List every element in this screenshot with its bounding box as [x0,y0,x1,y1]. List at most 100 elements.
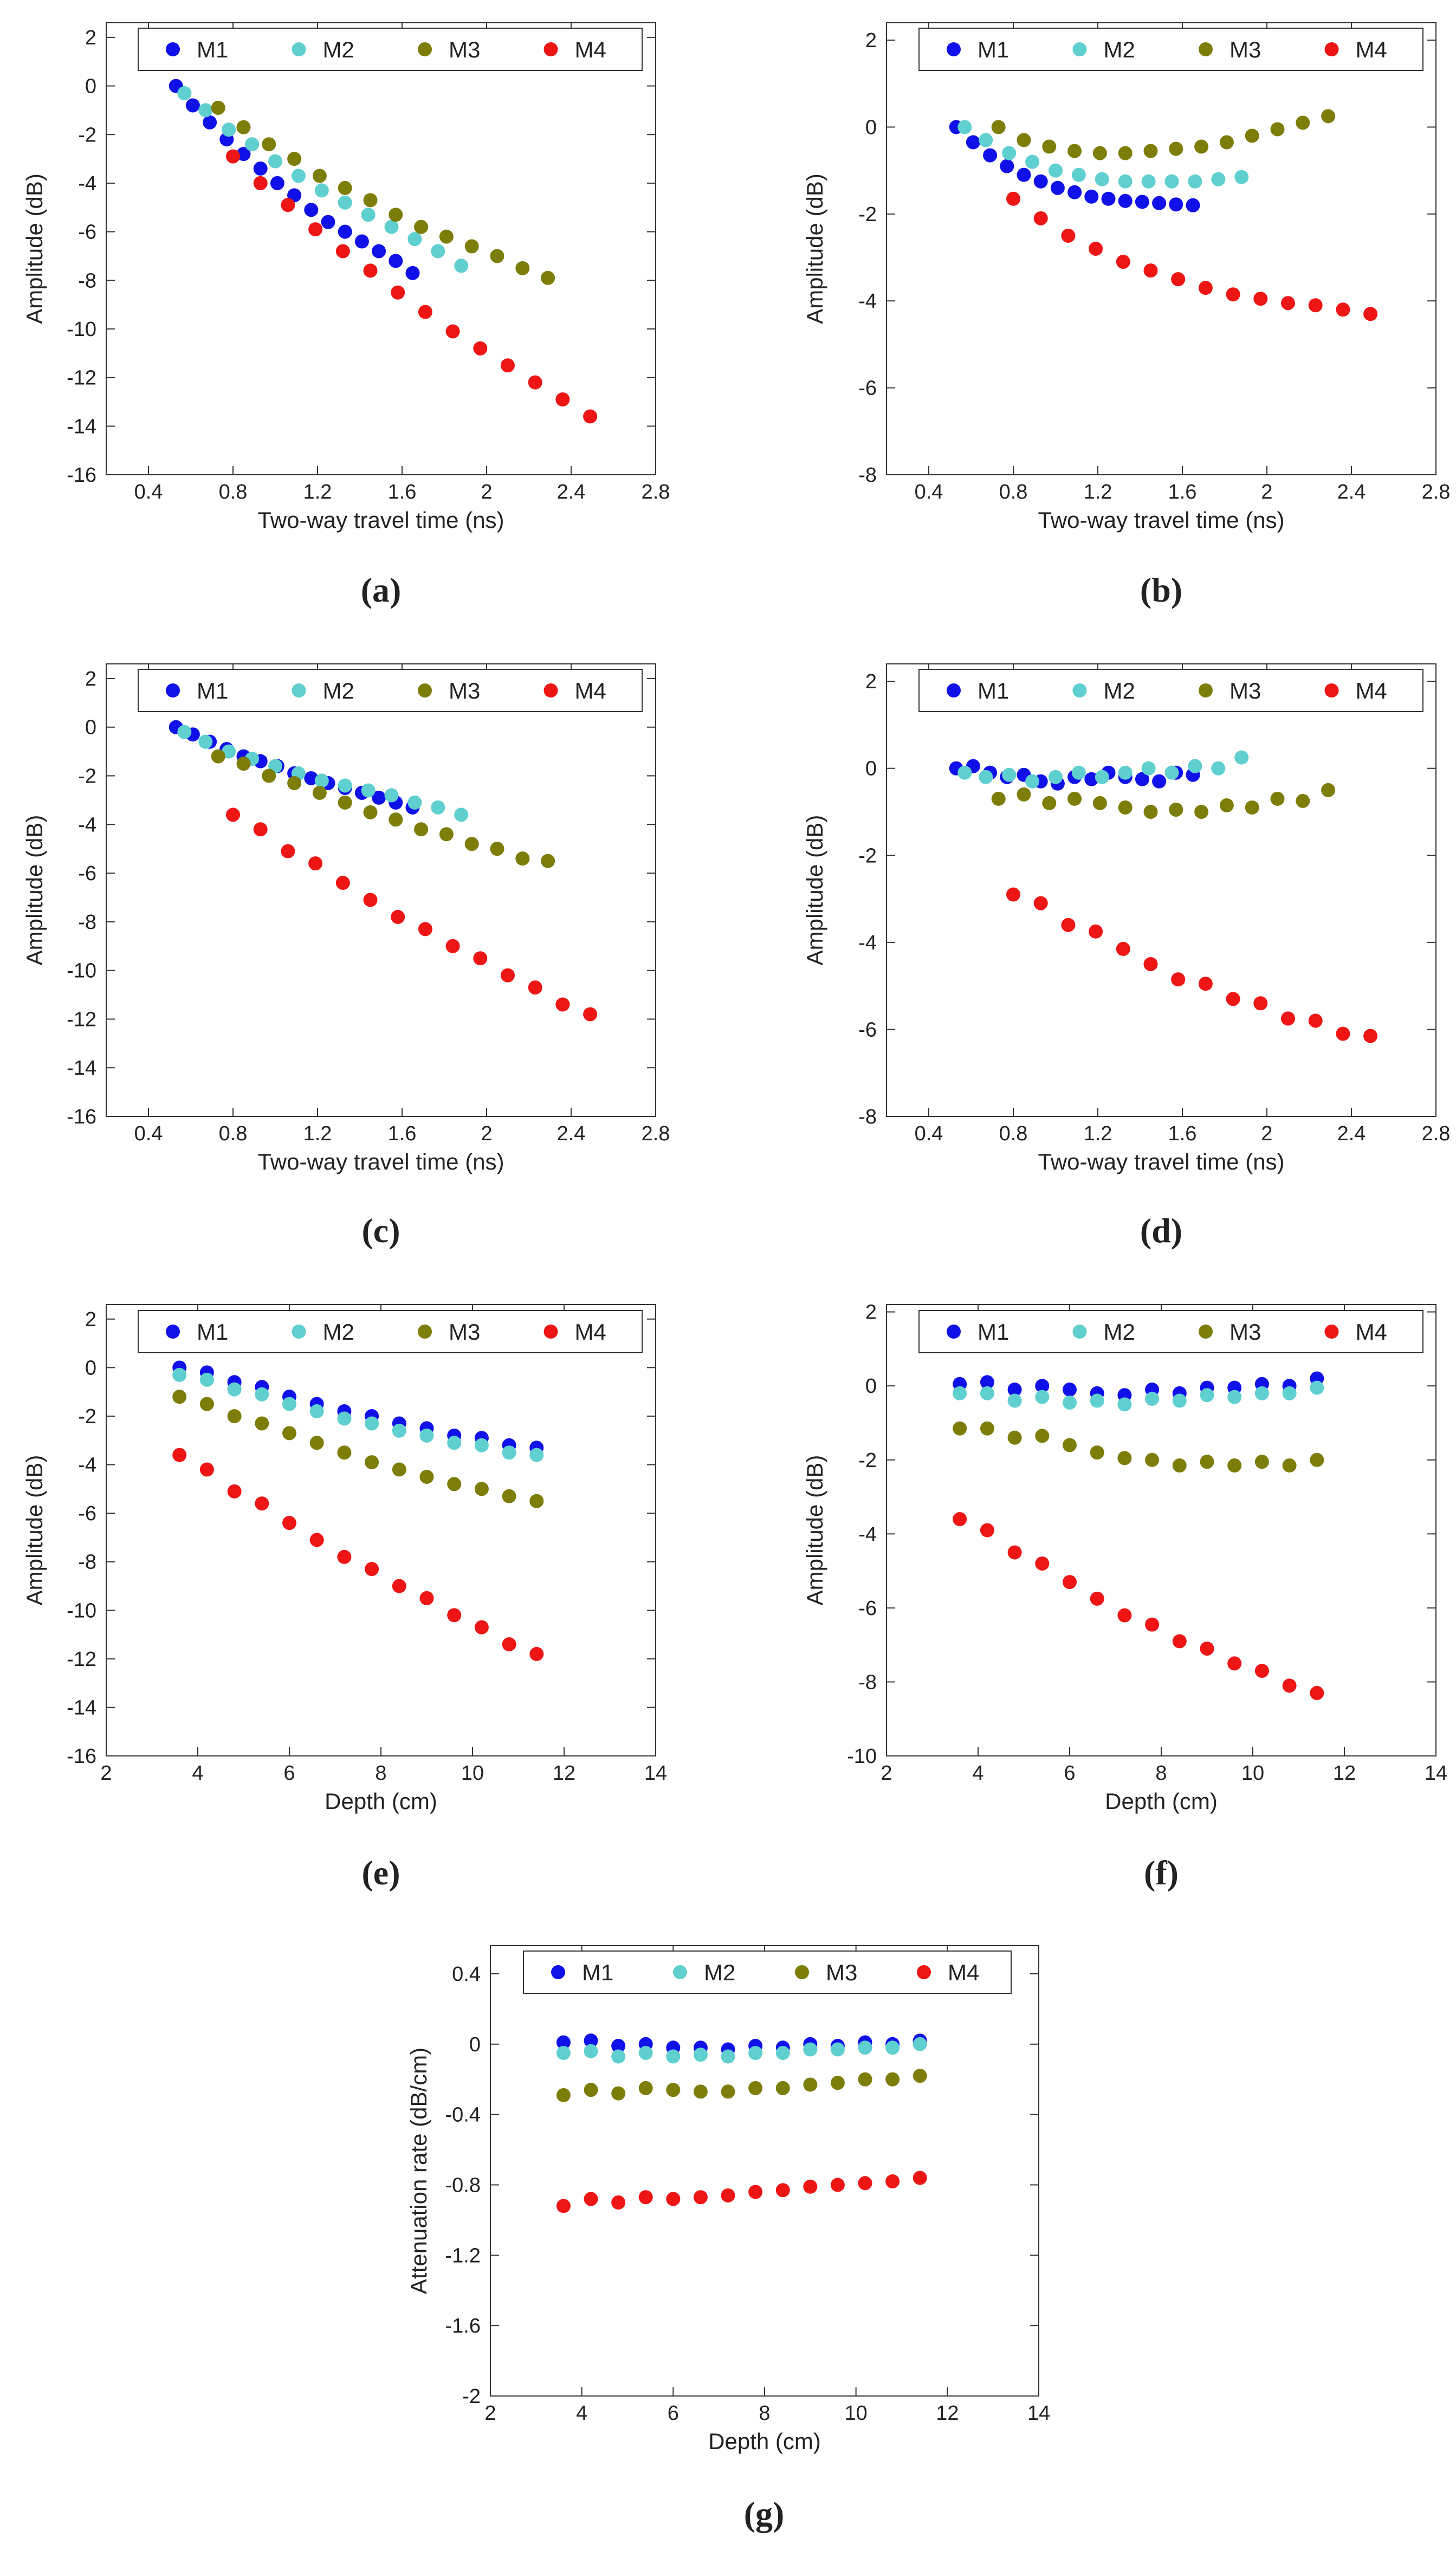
y-tick-label: 0 [85,716,96,739]
data-point-M2 [361,208,376,222]
data-point-M3 [953,1421,967,1436]
y-axis-title: Attenuation rate (dB/cm) [406,2048,431,2294]
data-point-M2 [1117,1397,1132,1412]
data-point-M4 [528,980,542,995]
data-point-M2 [1211,761,1226,776]
chart-panel-c: 0.4 0.8 1.2 1.6 2 2.4 2.8 2 0 -2 -4 -6 -8 -10 -12 -14 -1… [22,663,670,1250]
x-tick-label: 1.2 [1084,1122,1112,1145]
data-point-M3 [1296,115,1310,130]
series-M2 [172,1367,544,1462]
series-M2 [177,86,469,273]
data-point-M4 [1363,1029,1378,1043]
y-tick-label: -8 [858,464,877,487]
legend-label-M2: M2 [323,37,354,62]
y-tick-label: -14 [67,1057,96,1080]
data-point-M4 [1006,191,1020,206]
data-point-M4 [309,1533,324,1547]
x-tick-label: 6 [283,1762,295,1785]
data-point-M2 [1234,170,1249,184]
y-tick-label: 0 [85,75,96,98]
data-point-M1 [983,148,998,163]
x-tick-label: 12 [936,2402,959,2425]
legend-label-M2: M2 [1104,1319,1135,1345]
legend-label-M3: M3 [449,678,480,703]
data-point-M3 [913,2069,927,2083]
series-M3 [211,749,555,868]
data-point-M4 [226,149,240,164]
data-point-M3 [1321,109,1336,124]
x-tick-label: 4 [192,1762,203,1785]
data-point-M2 [957,120,972,134]
data-point-M3 [287,776,302,790]
data-point-M3 [389,812,403,827]
legend: M1 M2 M3 M4 [138,28,643,71]
y-tick-label: -1.2 [445,2244,481,2267]
legend: M1 M2 M3 M4 [138,669,643,712]
data-point-M2 [775,2046,790,2061]
x-tick-label: 4 [576,2402,587,2425]
plot-area [490,1945,1039,2397]
data-point-M4 [308,856,323,871]
data-point-M4 [1143,957,1158,971]
x-tick-label: 0.4 [915,1122,943,1145]
data-point-M1 [584,2033,598,2048]
y-tick-label: -0.8 [445,2174,481,2197]
data-point-M2 [474,1438,489,1452]
legend-box [138,1310,643,1353]
legend-marker-M4 [1324,683,1339,697]
y-axis-title: Amplitude (dB) [22,815,47,966]
data-point-M2 [419,1428,434,1443]
data-point-M2 [529,1448,544,1462]
legend-label-M4: M4 [1356,678,1387,703]
data-point-M3 [1090,1445,1104,1460]
x-tick-label: 2 [481,1122,492,1145]
chart-panel-a: 0.4 0.8 1.2 1.6 2 2.4 2.8 2 0 -2 -4 -6 -8 -10 -12 -14 -1… [22,22,670,609]
data-point-M1 [1017,167,1031,182]
data-point-M4 [253,822,268,837]
data-point-M3 [775,2081,790,2095]
data-point-M4 [227,1484,242,1499]
panel-label: (b) [1140,571,1182,609]
data-point-M3 [1063,1438,1077,1452]
data-point-M2 [913,2037,927,2051]
y-tick-label: -4 [858,1523,877,1546]
series-M3 [556,2069,927,2102]
y-tick-label: 2 [85,1308,96,1331]
data-point-M3 [211,100,225,115]
legend-marker-M4 [543,1325,558,1339]
data-point-M2 [314,183,329,198]
panel-label: (c) [361,1211,400,1250]
series-M1 [949,120,1200,212]
data-point-M4 [1090,1591,1104,1606]
data-point-M3 [490,249,504,263]
data-point-M4 [391,909,405,924]
y-tick-label: -1.6 [445,2315,481,2337]
data-point-M4 [1033,896,1048,910]
data-point-M4 [1200,1641,1214,1656]
x-tick-label: 4 [972,1762,983,1785]
data-point-M3 [262,768,276,783]
data-point-M4 [172,1448,187,1462]
y-tick-label: -10 [67,318,96,341]
data-point-M3 [1145,1452,1160,1467]
data-point-M3 [556,2088,571,2102]
y-axis-title: Amplitude (dB) [22,1455,47,1606]
data-point-M2 [314,773,329,788]
data-point-M4 [980,1523,994,1538]
x-tick-label: 8 [759,2402,770,2425]
legend-label-M2: M2 [323,678,354,703]
data-point-M3 [1143,144,1158,158]
data-point-M3 [474,1482,489,1496]
legend-box [918,1310,1423,1353]
data-point-M1 [1135,772,1149,786]
data-point-M2 [392,1423,406,1438]
data-point-M4 [1171,972,1186,987]
data-point-M1 [1101,191,1116,206]
data-point-M2 [803,2042,818,2057]
chart-panel-b: 0.4 0.8 1.2 1.6 2 2.4 2.8 2 0 -2 -4 -6 -8 Two-way tra… [802,22,1450,609]
x-axis-title: Two-way travel time (ns) [1038,507,1284,533]
legend-marker-M1 [166,42,180,56]
data-point-M2 [172,1367,187,1382]
y-tick-label: 2 [85,668,96,690]
panel-label: (d) [1140,1211,1182,1250]
